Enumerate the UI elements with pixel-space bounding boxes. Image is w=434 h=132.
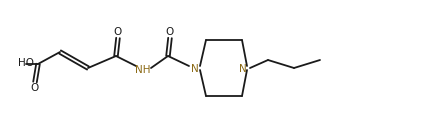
Text: NH: NH	[135, 65, 151, 75]
Text: N: N	[239, 64, 247, 74]
Text: O: O	[114, 27, 122, 37]
Text: N: N	[191, 64, 198, 74]
Text: O: O	[165, 27, 174, 37]
Text: O: O	[31, 83, 39, 93]
Text: HO: HO	[18, 58, 34, 68]
